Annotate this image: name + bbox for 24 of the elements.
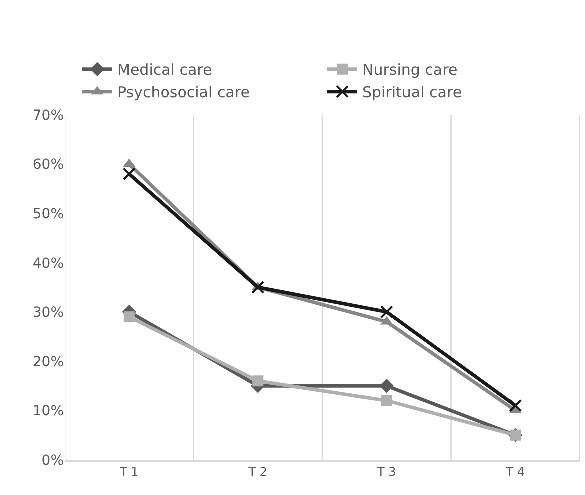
y-tick-label: 0% — [42, 452, 64, 469]
point — [380, 306, 394, 319]
y-tick-label: 30% — [32, 305, 64, 322]
x-tick-label: T 2 — [248, 465, 268, 480]
y-tick-label: 40% — [32, 256, 64, 272]
point — [509, 399, 522, 412]
x-tick-label: T 3 — [376, 465, 396, 480]
y-tick-label: 60% — [32, 157, 64, 174]
point — [380, 378, 394, 394]
y-tick-label: 10% — [32, 404, 64, 420]
x-tick-label: T 1 — [118, 465, 139, 480]
point — [381, 395, 392, 406]
point — [252, 376, 264, 387]
legend-label: Spiritual care — [362, 84, 462, 102]
y-tick-label: 20% — [32, 354, 64, 370]
y-tick-label: 50% — [32, 206, 64, 222]
legend-label: Nursing care — [362, 61, 458, 80]
legend-label: Psychosocial care — [118, 84, 250, 102]
point — [252, 281, 265, 294]
y-tick-label: 70% — [32, 108, 64, 124]
legend-label: Medical care — [118, 61, 212, 80]
point — [122, 168, 136, 181]
x-tick-label: T 4 — [505, 465, 526, 480]
point — [124, 312, 135, 323]
